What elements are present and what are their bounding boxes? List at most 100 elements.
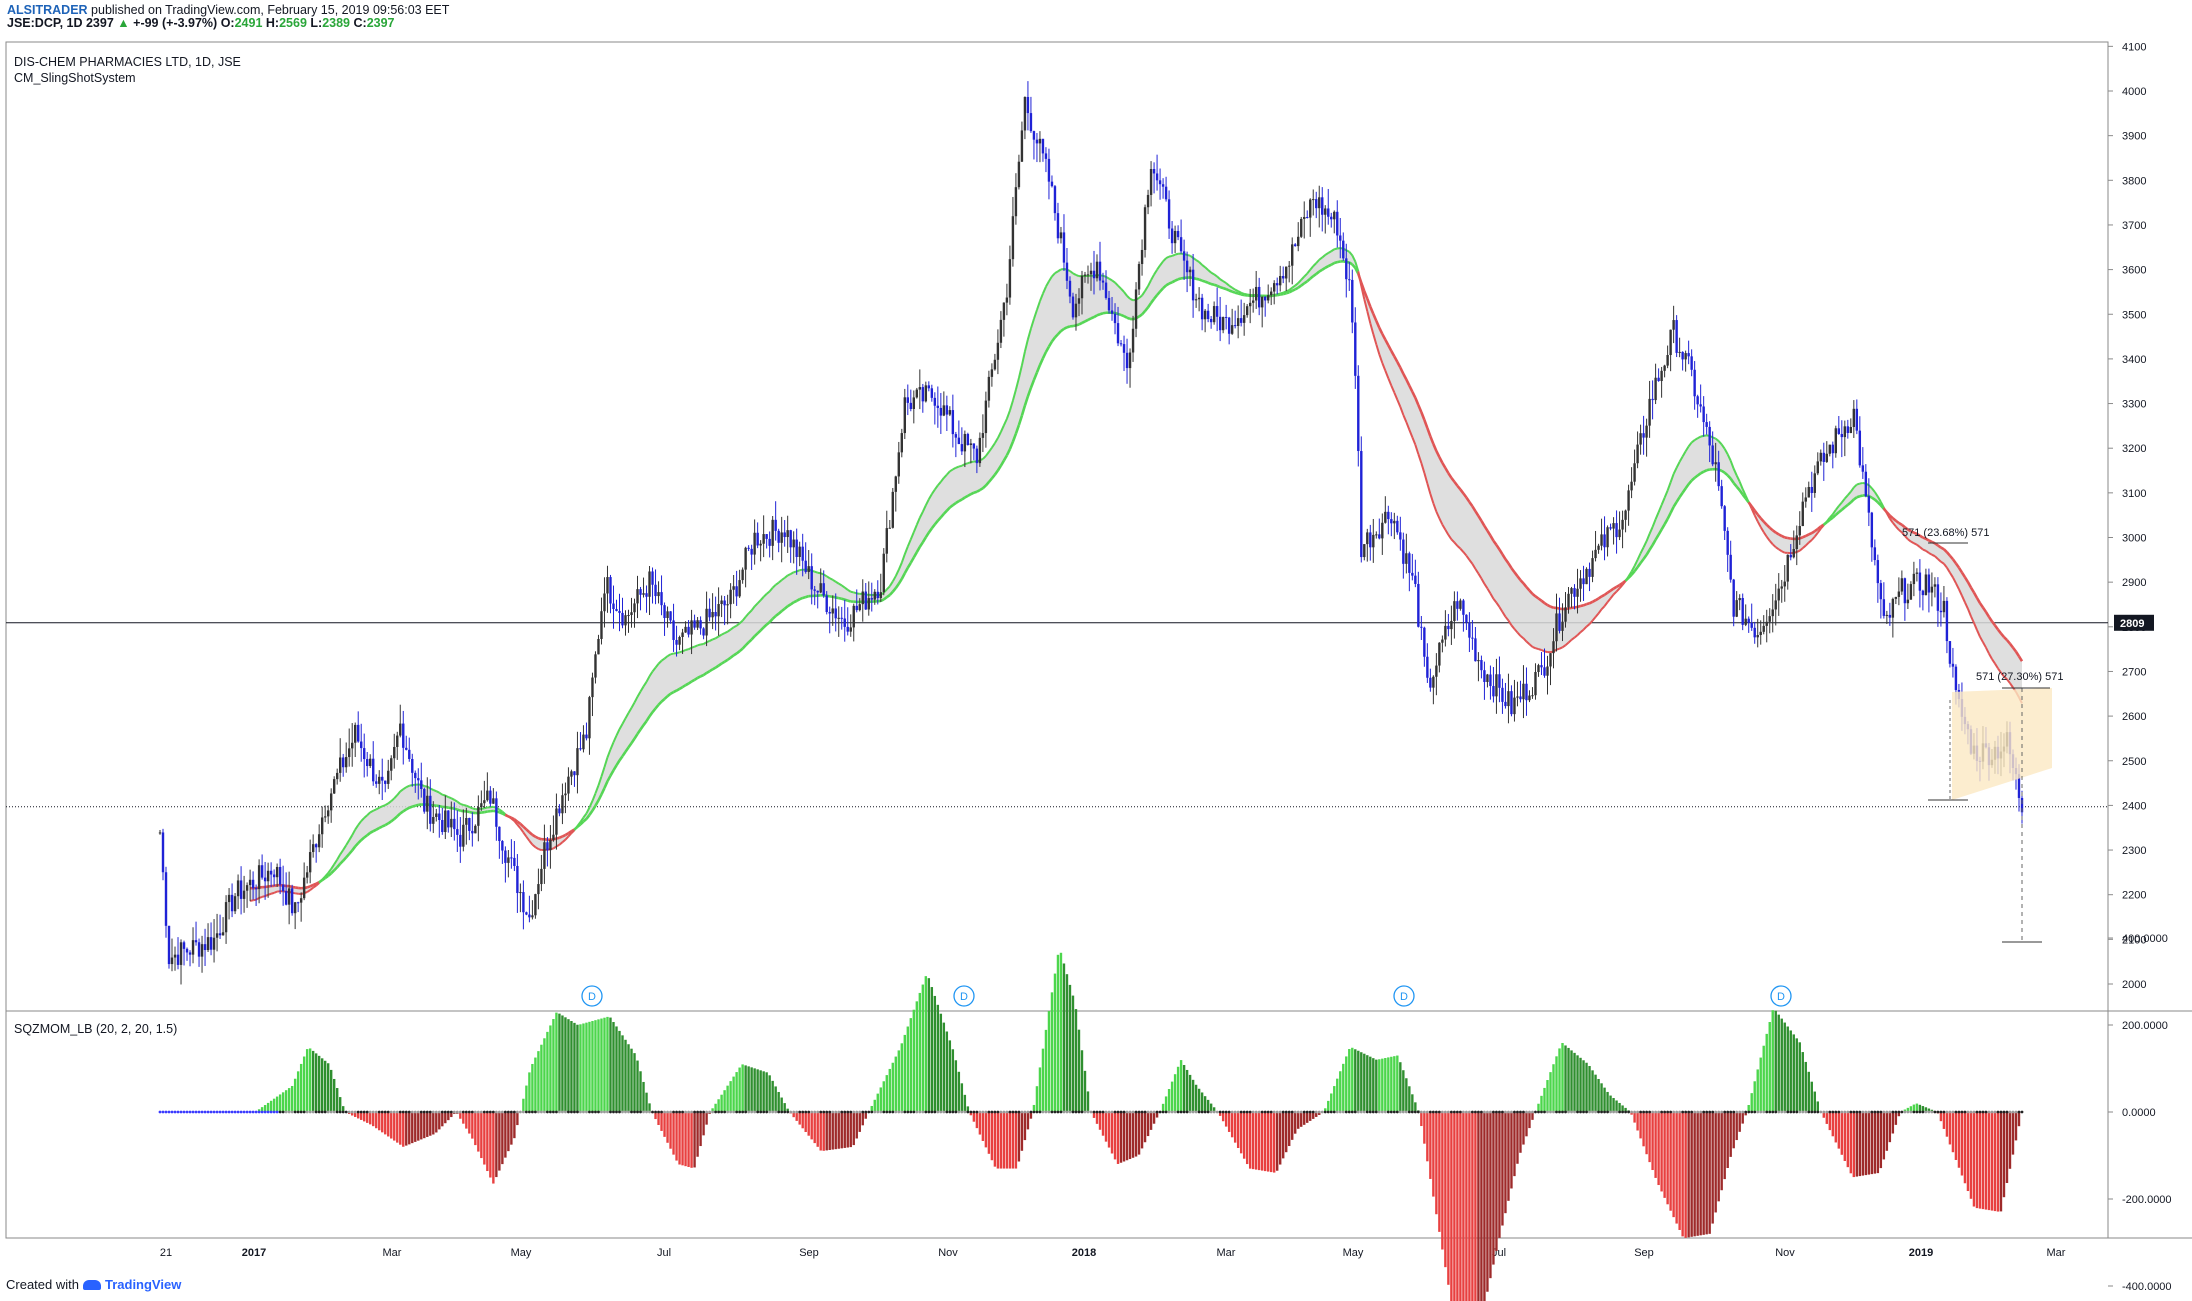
ema-fast-segment: [591, 792, 597, 802]
candle-body: [903, 397, 906, 434]
momentum-bar: [1615, 1100, 1618, 1112]
ema-fast-segment: [442, 793, 446, 797]
candle-body: [813, 589, 816, 591]
momentum-bar: [1798, 1042, 1801, 1112]
ema-slow-segment: [597, 793, 603, 801]
ema-fast-segment: [1684, 445, 1690, 452]
ema-slow-segment: [582, 817, 588, 823]
squeeze-dot: [855, 1110, 859, 1114]
momentum-bar: [669, 1112, 672, 1149]
ema-slow-segment: [1666, 512, 1672, 520]
ema-fast-segment: [1816, 528, 1822, 534]
momentum-bar: [918, 992, 922, 1112]
squeeze-dot: [1834, 1110, 1838, 1114]
candle-body: [354, 724, 357, 743]
candle-body: [555, 808, 558, 835]
squeeze-dot: [693, 1110, 696, 1114]
momentum-bar: [855, 1112, 858, 1139]
ema-slow-segment: [1799, 536, 1804, 540]
ema-slow-segment: [1898, 521, 1903, 526]
squeeze-dot: [918, 1110, 922, 1114]
ema-fast-segment: [555, 843, 560, 848]
candle-body: [810, 566, 813, 590]
dividend-marker[interactable]: D: [1393, 985, 1415, 1007]
momentum-bar: [909, 1018, 913, 1112]
momentum-bar: [1435, 1112, 1438, 1215]
ema-fast-segment: [1075, 274, 1080, 278]
momentum-bar: [558, 1013, 561, 1112]
squeeze-dot: [1492, 1110, 1495, 1114]
price-tick-label: 2600: [2122, 711, 2146, 723]
ema-slow-segment: [1408, 385, 1414, 393]
ema-fast-segment: [1916, 543, 1921, 548]
momentum-bar: [1879, 1112, 1883, 1169]
momentum-bar: [432, 1112, 435, 1135]
momentum-bar: [1143, 1112, 1147, 1143]
candle-body: [1840, 433, 1844, 438]
ema-slow-segment: [1432, 443, 1438, 452]
squeeze-dot: [1065, 1110, 1069, 1114]
ema-fast-segment: [1171, 253, 1176, 257]
candle-body: [477, 806, 480, 826]
squeeze-dot: [1669, 1110, 1673, 1114]
ema-slow-segment: [1636, 562, 1642, 568]
candle-body: [1879, 583, 1883, 600]
squeeze-dot: [1455, 1110, 1459, 1114]
candle-body: [1750, 622, 1753, 628]
ema-slow-segment: [1222, 286, 1227, 291]
price-tick-label: 2400: [2122, 800, 2146, 812]
candle-body: [1354, 322, 1357, 376]
momentum-bar: [423, 1112, 426, 1139]
momentum-bar: [675, 1112, 678, 1161]
ema-fast-segment: [597, 776, 603, 786]
squeeze-dot: [1522, 1110, 1525, 1114]
ema-fast-segment: [1528, 643, 1534, 648]
ema-slow-segment: [288, 884, 293, 889]
candle-body: [1816, 461, 1819, 474]
ema-slow-segment: [1981, 606, 1988, 613]
squeeze-dot: [1510, 1110, 1513, 1114]
momentum-bar: [299, 1063, 303, 1112]
dividend-marker[interactable]: D: [953, 985, 975, 1007]
tradingview-brand[interactable]: TradingView: [104, 1277, 182, 1292]
ema-fast-segment: [396, 790, 402, 796]
squeeze-dot: [930, 1110, 934, 1114]
ema-slow-segment: [672, 689, 678, 694]
candle-body: [1627, 490, 1630, 511]
momentum-bar: [1399, 1062, 1402, 1112]
ema-slow-segment: [558, 835, 563, 839]
candle-body: [1257, 286, 1261, 308]
ema-slow-segment: [633, 733, 639, 740]
momentum-bar: [1185, 1069, 1189, 1112]
candle-body: [492, 798, 495, 804]
candle-body: [939, 407, 943, 416]
squeeze-dot: [1939, 1110, 1943, 1114]
ema-slow-segment: [696, 675, 702, 680]
momentum-bar: [1327, 1100, 1330, 1112]
momentum-bar: [1276, 1112, 1279, 1171]
squeeze-dot: [317, 1110, 321, 1114]
candle-body: [1567, 593, 1570, 608]
dividend-marker[interactable]: D: [1770, 985, 1792, 1007]
squeeze-dot: [311, 1110, 315, 1114]
squeeze-dot: [278, 1110, 282, 1114]
candle-body: [1375, 534, 1378, 536]
author-link[interactable]: ALSITRADER: [7, 3, 88, 17]
ema-fast-segment: [897, 562, 903, 571]
dividend-marker[interactable]: D: [581, 985, 603, 1007]
momentum-bar: [1705, 1112, 1708, 1235]
ema-slow-segment: [750, 635, 756, 641]
ema-fast-segment: [679, 650, 683, 654]
squeeze-dot: [957, 1110, 961, 1114]
candle-body: [819, 583, 822, 593]
ema-fast-segment: [1829, 513, 1834, 519]
ema-fast-segment: [435, 790, 440, 794]
momentum-bar: [963, 1094, 967, 1112]
momentum-bar: [1576, 1055, 1579, 1112]
squeeze-dot: [1431, 1110, 1435, 1114]
candle-body: [609, 577, 612, 604]
ema-fast-segment: [1715, 437, 1720, 442]
ema-slow-segment: [1165, 282, 1170, 287]
ema-fast-segment: [1964, 601, 1969, 610]
